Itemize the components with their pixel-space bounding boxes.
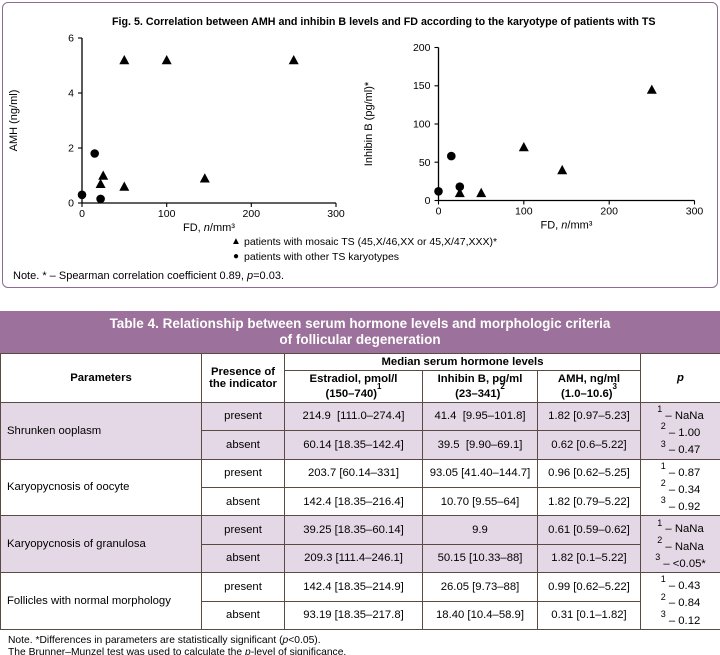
svg-text:2: 2	[68, 143, 74, 155]
svg-text:FD, n/mm³: FD, n/mm³	[541, 220, 593, 232]
svg-text:50: 50	[419, 157, 431, 169]
svg-text:300: 300	[686, 206, 703, 218]
svg-text:100: 100	[413, 119, 431, 131]
svg-text:0: 0	[425, 195, 431, 207]
svg-text:200: 200	[600, 206, 618, 218]
svg-text:0: 0	[68, 198, 74, 210]
svg-text:0: 0	[79, 208, 85, 220]
svg-text:200: 200	[413, 42, 431, 54]
svg-text:100: 100	[158, 208, 176, 220]
svg-text:200: 200	[243, 208, 261, 220]
svg-text:4: 4	[68, 88, 74, 100]
svg-text:Inhibin B (pg/ml)*: Inhibin B (pg/ml)*	[363, 81, 375, 166]
svg-text:AMH (ng/ml): AMH (ng/ml)	[8, 90, 20, 152]
svg-text:FD, n/mm³: FD, n/mm³	[183, 222, 235, 233]
svg-text:150: 150	[413, 80, 431, 92]
svg-text:0: 0	[436, 206, 442, 218]
svg-text:300: 300	[327, 208, 345, 220]
svg-text:100: 100	[515, 206, 533, 218]
svg-text:6: 6	[68, 33, 74, 45]
